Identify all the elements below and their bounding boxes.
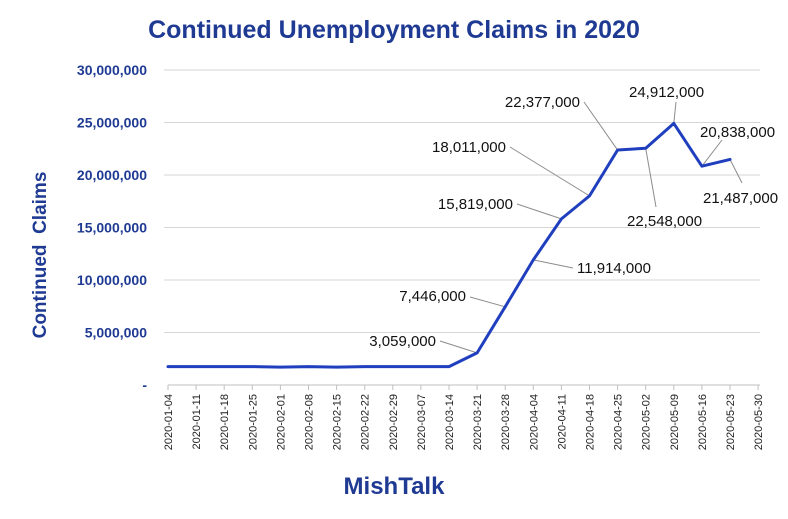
annotation-leaders: [439, 101, 743, 354]
annotation-leader-line: [583, 101, 619, 151]
x-tick-label: 2020-04-04: [528, 394, 540, 450]
data-label: 24,912,000: [629, 84, 704, 101]
data-label: 15,819,000: [438, 196, 513, 213]
x-tick-label: 2020-02-15: [332, 394, 344, 450]
y-tick-label: 5,000,000: [85, 325, 147, 341]
annotation-leader-line: [673, 101, 677, 124]
x-tick-label: 2020-03-21: [472, 394, 484, 450]
x-tick-label: 2020-05-09: [669, 394, 681, 450]
y-tick-label: 25,000,000: [77, 115, 147, 131]
annotation-leader-line: [533, 259, 574, 269]
x-tick-label: 2020-05-16: [697, 394, 709, 450]
annotation-leader-line: [645, 148, 657, 208]
x-tick-label: 2020-03-14: [444, 394, 456, 450]
y-tick-label: 15,000,000: [77, 220, 147, 236]
y-tick-label: 10,000,000: [77, 272, 147, 288]
y-tick-label: -: [142, 377, 147, 393]
x-tick-label: 2020-02-22: [360, 394, 372, 450]
x-tick-label: 2020-05-30: [753, 394, 765, 450]
chart-title: Continued Unemployment Claims in 2020: [148, 16, 640, 44]
data-label: 22,548,000: [627, 213, 702, 230]
x-tick-label: 2020-01-18: [219, 394, 231, 450]
x-tick-label: 2020-01-04: [163, 394, 175, 450]
x-tick-label: 2020-02-29: [388, 394, 400, 450]
data-label: 20,838,000: [700, 124, 775, 141]
annotation-leader-line: [516, 203, 562, 220]
annotation-leader-line: [509, 146, 590, 197]
x-tick-label: 2020-01-25: [247, 394, 259, 450]
x-tick-label: 2020-04-25: [613, 394, 625, 450]
data-label: 22,377,000: [505, 94, 580, 111]
footer-brand: MishTalk: [343, 473, 445, 500]
x-tick-label: 2020-05-02: [641, 394, 653, 450]
series-line: [166, 121, 732, 369]
data-label: 3,059,000: [369, 333, 436, 350]
data-label: 7,446,000: [399, 288, 466, 305]
x-tick-label: 2020-03-28: [500, 394, 512, 450]
annotation-leader-line: [439, 340, 478, 354]
annotation-leader-line: [729, 159, 743, 184]
y-axis-label: Continued Claims: [30, 172, 51, 339]
x-tick-label: 2020-02-01: [275, 394, 287, 450]
y-tick-label: 20,000,000: [77, 167, 147, 183]
x-tick-label: 2020-04-11: [556, 394, 568, 449]
data-label: 11,914,000: [577, 260, 651, 277]
data-label: 18,011,000: [432, 139, 506, 156]
annotation-leader-line: [701, 139, 723, 167]
x-tick-label: 2020-05-23: [725, 394, 737, 450]
x-tick-label: 2020-03-07: [416, 394, 428, 450]
x-axis-ticks: 2020-01-04 2020-01-11 2020-01-18 2020-01-25…: [163, 385, 765, 450]
x-tick-label: 2020-02-08: [304, 394, 316, 450]
x-tick-label: 2020-04-18: [585, 394, 597, 450]
data-label: 21,487,000: [703, 190, 778, 207]
gridlines: [164, 69, 761, 386]
annotation-leader-line: [469, 296, 506, 308]
y-tick-label: 30,000,000: [77, 62, 147, 78]
x-tick-label: 2020-01-11: [191, 394, 203, 449]
y-axis-ticks: - 5,000,000 10,000,000 15,000,000 20,000,000…: [77, 62, 147, 393]
data-labels: 3,059,000 7,446,000 11,914,000 15,819,000 18…: [369, 84, 778, 350]
series-layer: [166, 121, 732, 369]
